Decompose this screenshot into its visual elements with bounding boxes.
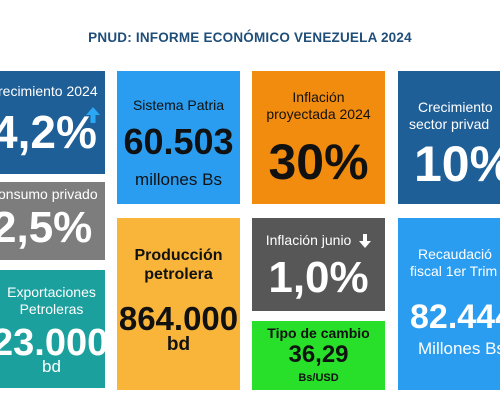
tile-inflacion-proyectada: Inflación proyectada 2024 30% — [252, 71, 385, 204]
tile-crecimiento-sector-privado: Crecimiento sector privad 10% — [398, 71, 500, 204]
tile-value: 30% — [268, 134, 369, 190]
page-title: PNUD: INFORME ECONÓMICO VENEZUELA 2024 — [88, 30, 412, 45]
tile-unit: bd — [42, 357, 61, 376]
tile-sistema-patria: Sistema Patria 60.503 millones Bs — [117, 71, 240, 204]
tile-label: recimiento 2024 — [0, 83, 98, 99]
tile-produccion-petrolera: Producción petrolera 864.000 bd — [117, 218, 240, 390]
tile-consumo-privado: onsumo privado 2,5% — [0, 182, 105, 260]
tile-inflacion-junio: Inflación junio 1,0% — [252, 218, 385, 311]
tile-unit: millones Bs — [135, 170, 222, 189]
tile-value: 36,29 — [288, 341, 349, 368]
tile-value: 82.444 — [410, 298, 500, 336]
tile-label: Producción petrolera — [134, 247, 223, 283]
tile-label: Tipo de cambio — [267, 325, 370, 341]
tile-value: 1,0% — [268, 253, 369, 302]
tile-label: onsumo privado — [0, 186, 98, 202]
tile-exportaciones-petroleras: Exportaciones Petroleras 23.000 bd — [0, 270, 105, 388]
tile-crecimiento-2024: recimiento 2024 4,2% — [0, 71, 105, 174]
tile-label: Inflación junio — [252, 232, 385, 249]
tile-unit: Millones Bs — [418, 339, 500, 358]
arrow-down-icon — [359, 234, 372, 249]
arrow-up-icon — [86, 107, 100, 123]
tile-value: 4,2% — [0, 106, 97, 158]
tile-label: Recaudació fiscal 1er Trim — [410, 246, 498, 279]
tile-label: Inflación proyectada 2024 — [266, 89, 371, 122]
tile-value: 60.503 — [123, 121, 234, 162]
tile-label: Crecimiento sector privad — [409, 99, 493, 132]
tile-value: 10% — [414, 136, 500, 192]
tile-value: 864.000 — [118, 300, 239, 337]
tile-label: Exportaciones Petroleras — [7, 284, 96, 317]
tile-unit: Bs/USD — [298, 372, 339, 384]
tile-value: 2,5% — [0, 203, 93, 252]
tile-label: Sistema Patria — [132, 97, 225, 113]
tile-recaudacion-fiscal: Recaudació fiscal 1er Trim 82.444 Millon… — [398, 218, 500, 390]
tile-value: 23.000 — [0, 322, 105, 364]
tile-unit: bd — [166, 334, 191, 355]
tile-tipo-de-cambio: Tipo de cambio 36,29 Bs/USD — [252, 321, 385, 390]
